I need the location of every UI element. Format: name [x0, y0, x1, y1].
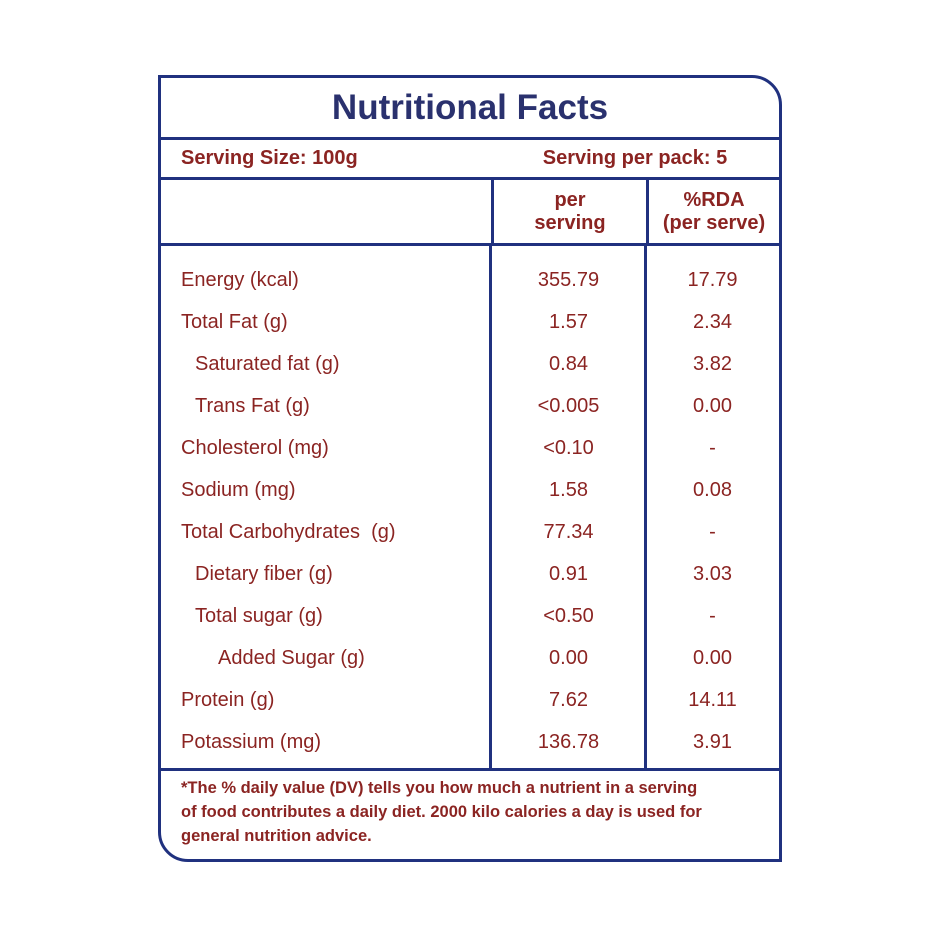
serving-row: Serving Size: 100g Serving per pack: 5	[161, 140, 779, 180]
table-header-row: per serving %RDA (per serve)	[161, 180, 779, 246]
column-divider-2	[644, 246, 647, 768]
column-header-rda: %RDA (per serve)	[646, 180, 779, 243]
per-serving-value: 1.57	[549, 310, 588, 333]
table-row: Dietary fiber (g) 0.91 3.03	[161, 553, 779, 595]
nutrient-label: Trans Fat (g)	[195, 394, 310, 417]
table-row: Total Fat (g) 1.57 2.34	[161, 301, 779, 343]
per-serving-value: 0.91	[549, 562, 588, 585]
serving-per-pack-text: Serving per pack: 5	[542, 147, 728, 169]
per-serving-value: 355.79	[537, 268, 600, 291]
rda-value: 0.08	[693, 478, 732, 501]
table-row: Total Carbohydrates (g) 77.34 -	[161, 511, 779, 553]
rda-value: 3.82	[693, 352, 732, 375]
nutrition-facts-label: Nutritional Facts Serving Size: 100g Ser…	[158, 75, 782, 862]
serving-size-text: Serving Size: 100g	[181, 147, 358, 169]
page-title: Nutritional Facts	[331, 87, 609, 127]
rda-value: -	[709, 436, 716, 459]
table-row: Protein (g) 7.62 14.11	[161, 679, 779, 721]
footnote-text: *The % daily value (DV) tells you how mu…	[181, 779, 702, 845]
column-header-per-serving: per serving	[491, 180, 646, 243]
rda-value: 17.79	[687, 268, 738, 291]
nutrient-label: Cholesterol (mg)	[181, 436, 329, 459]
nutrient-label: Dietary fiber (g)	[195, 562, 333, 585]
table-row: Total sugar (g) <0.50 -	[161, 595, 779, 637]
nutrient-label: Total Fat (g)	[181, 310, 288, 333]
per-serving-value: <0.50	[543, 604, 594, 627]
rda-value: -	[709, 520, 716, 543]
title-row: Nutritional Facts	[161, 78, 779, 140]
table-row: Energy (kcal) 355.79 17.79	[161, 259, 779, 301]
per-serving-value: 0.00	[549, 646, 588, 669]
nutrient-label: Saturated fat (g)	[195, 352, 340, 375]
nutrient-label: Total Carbohydrates (g)	[181, 520, 396, 543]
table-row: Added Sugar (g) 0.00 0.00	[161, 637, 779, 679]
rda-value: 0.00	[693, 394, 732, 417]
per-serving-value: 136.78	[537, 730, 600, 753]
nutrient-label: Protein (g)	[181, 688, 275, 711]
per-serving-value: 0.84	[549, 352, 588, 375]
nutrient-label: Sodium (mg)	[181, 478, 296, 501]
per-serving-value: <0.10	[543, 436, 594, 459]
nutrient-table-body: Energy (kcal) 355.79 17.79 Total Fat (g)…	[161, 246, 779, 771]
table-row: Saturated fat (g) 0.84 3.82	[161, 343, 779, 385]
rda-value: 3.03	[693, 562, 732, 585]
rda-value: 14.11	[688, 688, 737, 711]
table-row: Potassium (mg) 136.78 3.91	[161, 721, 779, 763]
per-serving-value: 77.34	[543, 520, 594, 543]
rda-value: 3.91	[693, 730, 732, 753]
nutrient-label: Total sugar (g)	[195, 604, 323, 627]
per-serving-value: <0.005	[537, 394, 600, 417]
rda-value: -	[709, 604, 716, 627]
column-divider-1	[489, 246, 492, 768]
table-row: Sodium (mg) 1.58 0.08	[161, 469, 779, 511]
per-serving-value: 7.62	[549, 688, 588, 711]
nutrient-label: Added Sugar (g)	[218, 646, 365, 669]
table-row: Trans Fat (g) <0.005 0.00	[161, 385, 779, 427]
per-serving-value: 1.58	[549, 478, 588, 501]
nutrient-label: Energy (kcal)	[181, 268, 299, 291]
rda-value: 0.00	[693, 646, 732, 669]
column-header-blank	[161, 180, 491, 243]
rda-value: 2.34	[693, 310, 732, 333]
nutrient-label: Potassium (mg)	[181, 730, 322, 753]
table-row: Cholesterol (mg) <0.10 -	[161, 427, 779, 469]
